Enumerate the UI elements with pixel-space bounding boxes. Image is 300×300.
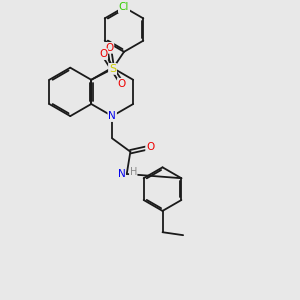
Text: O: O (118, 79, 126, 89)
Text: S: S (109, 64, 116, 74)
Text: O: O (146, 142, 154, 152)
Text: H: H (130, 167, 137, 177)
Text: N: N (118, 169, 125, 179)
Text: O: O (105, 43, 113, 53)
Text: N: N (108, 111, 116, 121)
Text: Cl: Cl (119, 2, 129, 12)
Text: O: O (99, 49, 107, 59)
